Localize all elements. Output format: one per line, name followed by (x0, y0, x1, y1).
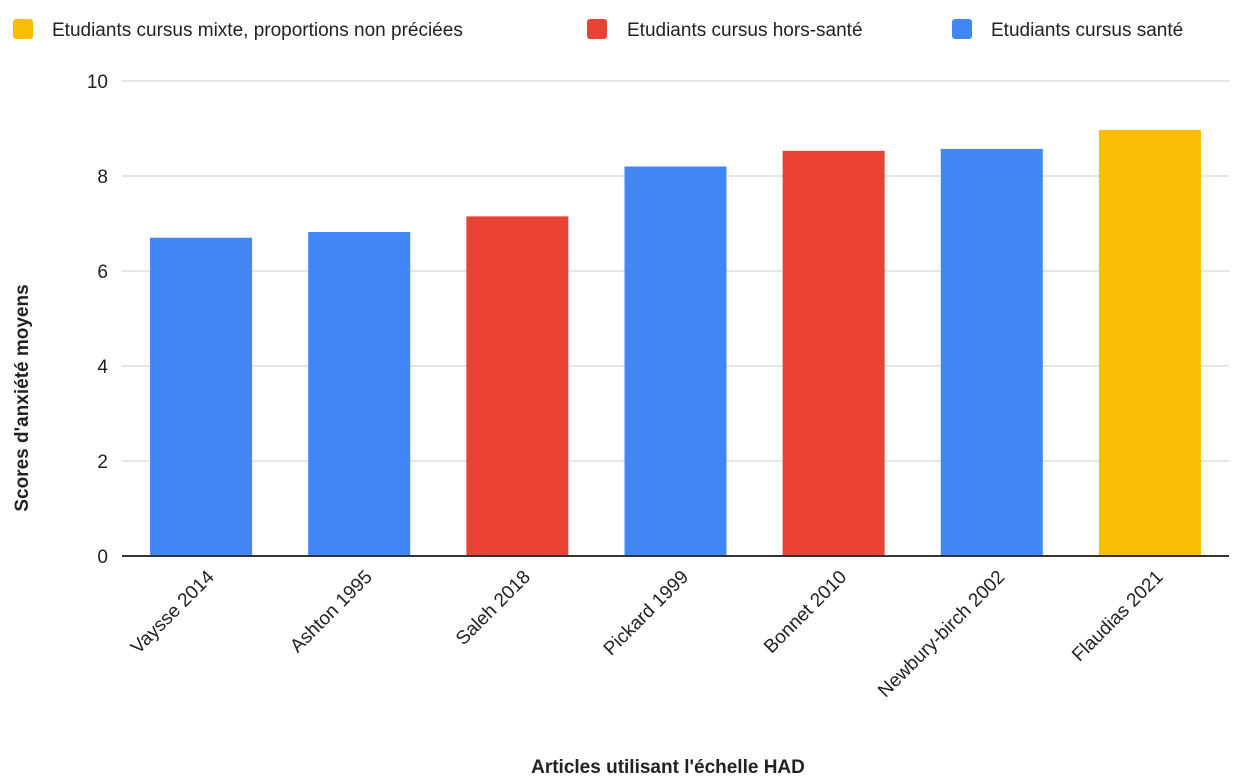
y-tick-label: 6 (97, 262, 108, 283)
legend: Etudiants cursus mixte, proportions non … (13, 19, 1183, 41)
bar (624, 166, 727, 556)
y-tick-label: 10 (87, 72, 108, 93)
x-tick-label: Newbury-birch 2002 (874, 567, 1009, 702)
legend-swatch-mixte (13, 19, 33, 39)
bars (150, 129, 1201, 557)
y-tick-label: 2 (97, 452, 108, 473)
bar (308, 232, 411, 557)
x-tick-label: Vaysse 2014 (127, 566, 219, 658)
x-tick-label: Ashton 1995 (286, 567, 376, 657)
y-tick-label: 0 (97, 547, 108, 568)
x-tick-label: Bonnet 2010 (760, 567, 851, 658)
x-tick-label: Pickard 1999 (600, 567, 693, 660)
legend-label-sante: Etudiants cursus santé (991, 20, 1183, 41)
y-tick-label: 8 (97, 167, 108, 188)
bar (940, 148, 1043, 557)
legend-swatch-sante (952, 19, 972, 39)
legend-label-hors-sante: Etudiants cursus hors-santé (627, 20, 863, 41)
x-tick-label: Flaudias 2021 (1068, 567, 1167, 666)
x-axis-ticks: Vaysse 2014 Ashton 1995 Saleh 2018 Pickard … (127, 566, 1167, 701)
y-axis-title: Scores d'anxiété moyens (12, 284, 33, 511)
x-tick-label: Saleh 2018 (452, 567, 535, 650)
bar (782, 150, 885, 556)
bar (150, 237, 253, 556)
legend-swatch-hors-sante (587, 19, 607, 39)
x-axis-title: Articles utilisant l'échelle HAD (531, 757, 805, 778)
bar (1098, 129, 1201, 557)
bar (466, 216, 569, 556)
y-tick-label: 4 (97, 357, 108, 378)
legend-label-mixte: Etudiants cursus mixte, proportions non … (52, 20, 463, 41)
y-axis-ticks: 0 2 4 6 8 10 (87, 72, 109, 568)
